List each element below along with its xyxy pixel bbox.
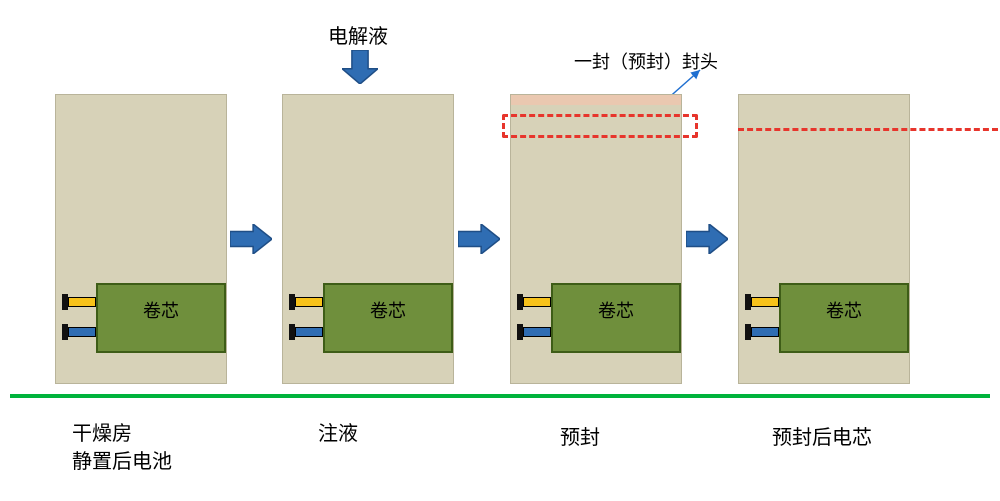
process-arrow-icon	[458, 224, 500, 254]
caption: 预封	[560, 424, 600, 452]
after-preseal-dashed-line	[738, 128, 998, 131]
diagram-stage: 电解液 一封（预封）封头 卷芯卷芯卷芯卷芯干燥房 静置后电池注液预封预封后电芯	[0, 0, 1000, 501]
terminal	[523, 297, 551, 307]
terminal-cap	[289, 294, 295, 310]
jelly-roll: 卷芯	[779, 283, 909, 353]
process-arrow-icon	[686, 224, 728, 254]
process-arrow-icon	[230, 224, 272, 254]
jelly-roll-label: 卷芯	[598, 301, 634, 321]
jelly-roll-label: 卷芯	[826, 301, 862, 321]
terminal	[295, 297, 323, 307]
jelly-roll: 卷芯	[551, 283, 681, 353]
cell-after: 卷芯	[738, 94, 910, 384]
terminal-cap	[745, 324, 751, 340]
cell-dry: 卷芯	[55, 94, 227, 384]
down-arrow-icon	[342, 50, 378, 84]
caption: 注液	[318, 420, 358, 448]
cell-inject: 卷芯	[282, 94, 454, 384]
terminal	[751, 297, 779, 307]
terminal-cap	[62, 294, 68, 310]
seal-strip	[511, 95, 681, 105]
terminal	[751, 327, 779, 337]
terminal	[68, 327, 96, 337]
terminal	[68, 297, 96, 307]
caption: 预封后电芯	[772, 424, 872, 452]
jelly-roll: 卷芯	[323, 283, 453, 353]
terminal-cap	[289, 324, 295, 340]
jelly-roll-label: 卷芯	[370, 301, 406, 321]
preseal-dashed-box	[502, 114, 698, 138]
terminal	[295, 327, 323, 337]
terminal-cap	[517, 294, 523, 310]
jelly-roll: 卷芯	[96, 283, 226, 353]
electrolyte-label: 电解液	[328, 20, 388, 49]
terminal-cap	[517, 324, 523, 340]
caption: 干燥房 静置后电池	[72, 420, 172, 476]
baseline	[10, 394, 990, 398]
jelly-roll-label: 卷芯	[143, 301, 179, 321]
terminal-cap	[62, 324, 68, 340]
terminal-cap	[745, 294, 751, 310]
terminal	[523, 327, 551, 337]
